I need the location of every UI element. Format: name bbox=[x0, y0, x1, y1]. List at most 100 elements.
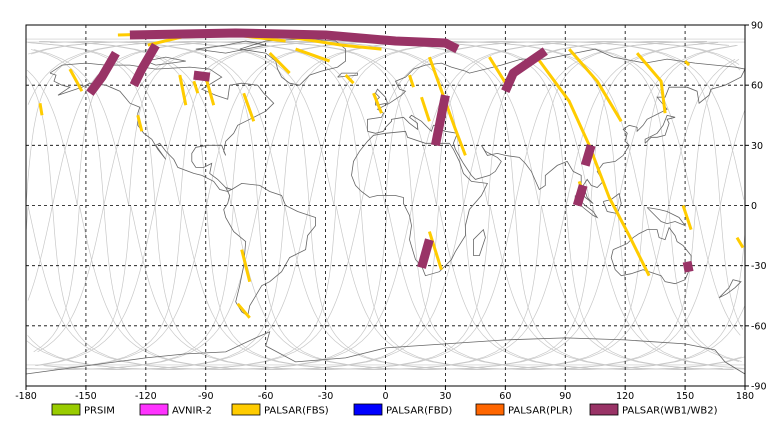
orbit-track bbox=[50, 41, 594, 370]
scene-strip-palsar-fbs bbox=[240, 249, 252, 283]
orbit-track bbox=[49, 41, 283, 206]
orbit-track bbox=[643, 205, 740, 362]
x-tick-label: 150 bbox=[676, 391, 694, 402]
scene-strip-palsar-fbs bbox=[38, 102, 44, 116]
orbit-track bbox=[233, 45, 737, 370]
orbit-track bbox=[26, 41, 745, 370]
coastline bbox=[644, 114, 676, 144]
x-tick-label: 30 bbox=[439, 391, 451, 402]
scene-strip-palsar-fbs bbox=[236, 302, 251, 319]
x-tick-label: 90 bbox=[559, 391, 571, 402]
coastline bbox=[239, 38, 347, 86]
y-tick-label: -30 bbox=[751, 261, 767, 272]
scene-strip-palsar-fbs bbox=[344, 74, 355, 85]
orbit-track bbox=[39, 41, 542, 370]
scene-strip-palsar-wb bbox=[682, 260, 694, 273]
scene-strip-palsar-wb bbox=[129, 28, 460, 54]
scene-strip-palsar-wb bbox=[572, 184, 588, 207]
coastline bbox=[145, 56, 186, 66]
orbit-track bbox=[26, 69, 78, 206]
orbit-track bbox=[31, 41, 645, 370]
x-tick-label: 60 bbox=[499, 391, 511, 402]
x-axis: -180 -150 -120 -90 -60 -30 0 30 60 90 120 150 180 bbox=[15, 386, 754, 402]
coastline bbox=[351, 130, 489, 277]
orbit-track bbox=[541, 205, 734, 370]
scene-strip-palsar-fbs bbox=[427, 56, 467, 156]
legend-swatch bbox=[589, 403, 619, 416]
orbit-track bbox=[55, 41, 591, 369]
scene-strips bbox=[38, 28, 745, 319]
orbit-track bbox=[25, 205, 29, 230]
orbit-track bbox=[79, 41, 730, 370]
scene-strip-palsar-fbs bbox=[534, 54, 651, 277]
orbit-track bbox=[45, 205, 286, 370]
scene-strip-palsar-fbs bbox=[268, 52, 291, 75]
x-tick-label: 180 bbox=[736, 391, 754, 402]
x-tick-label: 120 bbox=[616, 391, 634, 402]
orbit-track bbox=[181, 42, 718, 370]
orbit-track bbox=[284, 58, 736, 370]
legend-label: PALSAR(FBD) bbox=[386, 406, 452, 417]
scene-strip-palsar-fbs bbox=[684, 60, 691, 67]
orbit-track bbox=[538, 41, 707, 206]
orbit-track bbox=[27, 41, 386, 206]
scene-strip-palsar-wb bbox=[86, 50, 120, 96]
orbit-track bbox=[384, 41, 744, 330]
legend-swatch bbox=[139, 403, 169, 416]
scene-strip-palsar-fbs bbox=[68, 68, 84, 92]
coastline bbox=[223, 182, 317, 317]
y-tick-label: -60 bbox=[751, 321, 767, 332]
x-tick-label: -60 bbox=[258, 391, 274, 402]
legend-item: PALSAR(WB1/WB2) bbox=[589, 403, 718, 417]
orbit-track bbox=[27, 205, 337, 370]
scene-strip-palsar-fbs bbox=[408, 74, 415, 88]
orbit-track bbox=[590, 42, 719, 206]
grid-lines bbox=[26, 25, 745, 386]
legend-label: PRSIM bbox=[84, 406, 115, 417]
orbit-track bbox=[25, 75, 388, 370]
y-tick-label: 90 bbox=[751, 21, 763, 32]
coastline bbox=[337, 72, 358, 78]
orbit-track bbox=[39, 41, 232, 206]
scene-strip-palsar-fbs bbox=[242, 92, 256, 122]
orbit-track bbox=[26, 205, 234, 370]
scene-strip-palsar-wb bbox=[430, 94, 450, 147]
orbit-track bbox=[27, 41, 437, 301]
legend-swatch bbox=[51, 403, 81, 416]
y-tick-label: 60 bbox=[751, 81, 763, 92]
orbit-track bbox=[230, 41, 734, 370]
scene-strip-palsar-wb bbox=[417, 238, 434, 269]
orbit-track bbox=[30, 49, 440, 370]
x-tick-label: -90 bbox=[198, 391, 214, 402]
legend-swatch bbox=[475, 403, 505, 416]
scene-strip-palsar-fbs bbox=[420, 96, 431, 122]
y-tick-label: -90 bbox=[751, 382, 767, 393]
x-tick-label: -180 bbox=[15, 391, 37, 402]
scene-strip-palsar-fbs bbox=[192, 80, 200, 94]
legend-item: PALSAR(FBS) bbox=[231, 403, 329, 417]
scene-strip-palsar-fbs bbox=[372, 92, 383, 114]
coastline bbox=[25, 331, 746, 375]
scene-strip-palsar-fbs bbox=[635, 52, 667, 114]
orbit-track bbox=[33, 205, 80, 353]
legend-item: PRSIM bbox=[51, 403, 115, 417]
legend-item: AVNIR-2 bbox=[139, 403, 212, 417]
legend-label: PALSAR(WB1/WB2) bbox=[622, 406, 718, 417]
orbit-track bbox=[333, 41, 742, 362]
legend-label: PALSAR(PLR) bbox=[508, 406, 573, 417]
legend-label: PALSAR(FBS) bbox=[264, 406, 329, 417]
coastline bbox=[367, 48, 746, 204]
x-tick-label: 0 bbox=[382, 391, 388, 402]
legend-label: AVNIR-2 bbox=[172, 406, 212, 417]
orbit-track bbox=[641, 45, 738, 206]
orbit-track bbox=[487, 41, 728, 206]
coastline bbox=[718, 279, 742, 299]
orbit-track bbox=[43, 41, 694, 370]
coastline bbox=[472, 228, 486, 257]
y-tick-label: 0 bbox=[751, 201, 757, 212]
orbit-track bbox=[27, 41, 740, 370]
scene-strip-palsar-wb bbox=[501, 47, 548, 94]
coastlines bbox=[25, 38, 746, 375]
scene-strip-palsar-wb bbox=[129, 42, 160, 88]
legend-swatch bbox=[353, 403, 383, 416]
